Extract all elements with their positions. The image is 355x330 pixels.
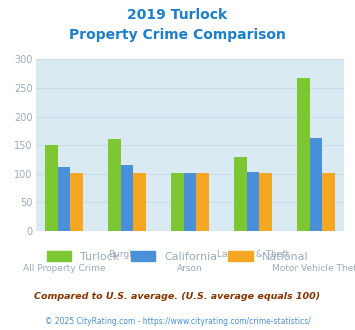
Bar — [322, 173, 335, 231]
Bar — [297, 78, 310, 231]
Text: Motor Vehicle Theft: Motor Vehicle Theft — [272, 264, 355, 273]
Legend: Turlock, California, National: Turlock, California, National — [43, 247, 312, 267]
Text: 2019 Turlock: 2019 Turlock — [127, 8, 228, 22]
Bar — [58, 167, 70, 231]
Bar — [121, 165, 133, 231]
Bar — [45, 145, 58, 231]
Bar — [310, 138, 322, 231]
Bar — [234, 157, 247, 231]
Text: Arson: Arson — [177, 264, 203, 273]
Bar — [184, 173, 196, 231]
Bar — [70, 173, 83, 231]
Text: © 2025 CityRating.com - https://www.cityrating.com/crime-statistics/: © 2025 CityRating.com - https://www.city… — [45, 317, 310, 326]
Text: Burglary: Burglary — [108, 250, 146, 259]
Bar — [171, 173, 184, 231]
Bar — [133, 173, 146, 231]
Text: Property Crime Comparison: Property Crime Comparison — [69, 28, 286, 42]
Text: Larceny & Theft: Larceny & Theft — [217, 250, 289, 259]
Bar — [259, 173, 272, 231]
Text: All Property Crime: All Property Crime — [23, 264, 105, 273]
Bar — [247, 172, 259, 231]
Bar — [196, 173, 209, 231]
Bar — [108, 140, 121, 231]
Text: Compared to U.S. average. (U.S. average equals 100): Compared to U.S. average. (U.S. average … — [34, 292, 321, 301]
